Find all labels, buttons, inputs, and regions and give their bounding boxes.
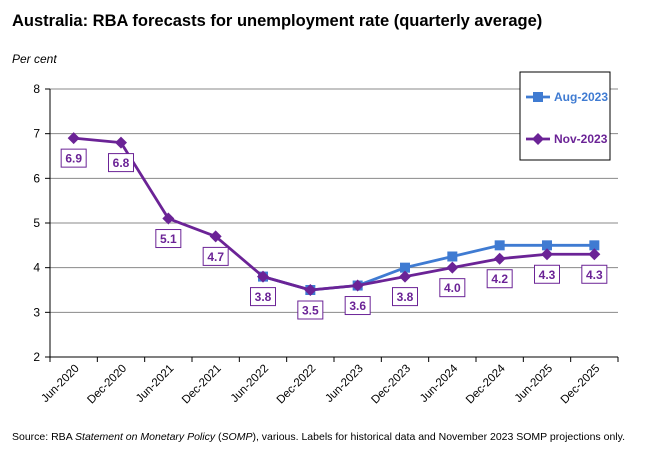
data-label-box [108,153,134,173]
y-tick-label: 4 [33,261,40,275]
data-label: 5.1 [160,232,177,246]
series-line-Nov-2023 [73,136,595,292]
data-label-box [250,287,276,307]
x-tick-label: Jun-2025 [513,363,555,405]
data-point-Nov-2023 [351,279,364,292]
y-tick-label: 2 [33,350,40,364]
x-tick-label: Dec-2022 [275,363,319,407]
legend-label: Aug-2023 [554,90,608,104]
x-tick-label: Dec-2024 [464,362,508,406]
x-tick-label: Dec-2023 [369,363,413,407]
chart-title: Australia: RBA forecasts for unemploymen… [12,12,543,30]
data-label: 3.8 [397,290,414,304]
data-label: 4.3 [586,268,603,282]
data-label-box [297,300,324,320]
data-label-box [581,264,608,284]
data-point-Nov-2023 [67,132,80,145]
data-label: 3.6 [349,299,366,313]
data-label: 3.8 [255,290,272,304]
y-tick-label: 3 [33,305,40,319]
legend-marker-square [533,92,543,102]
legend-label: Nov-2023 [554,132,608,146]
x-tick-label: Jun-2020 [39,363,81,405]
data-point-Aug-2023 [542,240,552,251]
y-tick-label: 5 [33,216,40,230]
legend-box [519,71,611,161]
x-tick-label: Jun-2023 [323,363,365,405]
data-label: 3.5 [302,304,319,318]
x-tick-label: Jun-2021 [134,363,176,405]
data-point-Nov-2023 [162,212,175,225]
data-label: 4.2 [491,272,508,286]
data-label: 4.0 [444,281,461,295]
source-mid: ( [215,431,222,443]
data-point-Nov-2023 [446,261,459,274]
data-point-Aug-2023 [494,240,505,251]
x-tick-label: Dec-2020 [85,363,129,407]
data-label-box [439,278,466,298]
data-point-Aug-2023 [400,262,410,273]
data-point-Aug-2023 [447,251,458,262]
data-label-box [486,269,513,289]
y-tick-label: 8 [33,82,40,96]
source-italic-2: SOMP [221,431,253,443]
data-point-Aug-2023 [589,240,600,251]
x-tick-label: Dec-2021 [180,363,224,407]
legend-marker-diamond [532,133,544,145]
y-axis-units-label: Per cent [12,52,57,66]
data-label: 6.9 [65,152,82,166]
source-prefix: Source: RBA [12,431,76,443]
y-tick-label: 6 [33,171,40,185]
data-label-box [202,246,229,266]
data-label: 6.8 [113,156,130,170]
source-note: Source: RBA Statement on Monetary Policy… [12,431,625,443]
data-label: 4.7 [207,250,224,264]
data-label-box [344,296,371,316]
data-point-Nov-2023 [304,284,317,296]
data-label: 4.3 [539,268,556,282]
data-point-Nov-2023 [493,252,506,265]
data-point-Nov-2023 [399,270,411,283]
data-label-box [534,264,560,284]
x-tick-label: Jun-2022 [229,363,271,405]
x-tick-label: Jun-2024 [418,362,461,405]
data-point-Nov-2023 [541,248,553,261]
data-label-box [392,287,418,307]
y-tick-label: 7 [33,127,40,141]
source-suffix: ), various. Labels for historical data a… [252,431,626,443]
data-point-Nov-2023 [257,270,269,283]
data-label-box [60,148,87,168]
data-point-Nov-2023 [115,136,127,149]
data-point-Nov-2023 [209,230,222,243]
data-point-Nov-2023 [588,248,601,261]
x-tick-label: Dec-2025 [559,363,603,407]
data-label-box [155,229,182,249]
source-italic-1: Statement on Monetary Policy [75,431,216,443]
